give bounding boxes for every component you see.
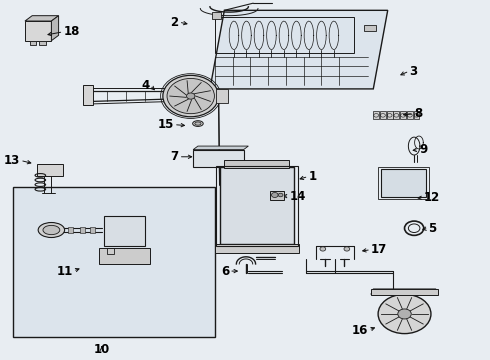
- Bar: [364, 24, 376, 31]
- Bar: [25, 21, 51, 41]
- Bar: [212, 12, 221, 18]
- Text: 10: 10: [94, 343, 110, 356]
- Polygon shape: [193, 146, 248, 150]
- Circle shape: [187, 93, 195, 99]
- Polygon shape: [210, 10, 388, 89]
- Bar: [99, 248, 150, 264]
- Bar: [381, 169, 426, 197]
- Text: 5: 5: [429, 222, 437, 235]
- Bar: [224, 160, 289, 168]
- Circle shape: [271, 193, 278, 198]
- Bar: [107, 248, 114, 253]
- Ellipse shape: [195, 122, 201, 125]
- Polygon shape: [51, 16, 59, 41]
- Bar: [216, 89, 228, 103]
- Text: 6: 6: [221, 265, 229, 278]
- Bar: [378, 167, 429, 199]
- Text: 14: 14: [289, 190, 306, 203]
- Bar: [216, 166, 298, 246]
- Text: 16: 16: [352, 324, 368, 337]
- Text: 17: 17: [371, 243, 387, 256]
- Bar: [270, 191, 284, 200]
- Bar: [37, 164, 63, 176]
- Circle shape: [278, 193, 283, 197]
- Ellipse shape: [193, 121, 203, 126]
- Bar: [400, 111, 406, 119]
- Bar: [393, 111, 399, 119]
- Text: 3: 3: [409, 64, 417, 77]
- Bar: [104, 216, 145, 246]
- Text: 13: 13: [4, 154, 20, 167]
- Text: 4: 4: [142, 79, 150, 92]
- Bar: [215, 18, 354, 53]
- Bar: [80, 227, 85, 233]
- Bar: [373, 111, 379, 119]
- Bar: [83, 85, 93, 105]
- Text: 11: 11: [57, 265, 73, 278]
- Bar: [414, 111, 419, 119]
- Bar: [90, 227, 95, 233]
- Text: 7: 7: [171, 150, 179, 163]
- Text: 1: 1: [308, 170, 317, 183]
- Bar: [30, 41, 36, 45]
- Bar: [193, 150, 244, 167]
- Text: 18: 18: [63, 25, 80, 38]
- Bar: [68, 227, 73, 233]
- Bar: [39, 41, 46, 45]
- Bar: [380, 111, 386, 119]
- Circle shape: [320, 247, 326, 251]
- Text: 12: 12: [424, 192, 440, 204]
- Bar: [13, 187, 215, 337]
- Circle shape: [344, 247, 350, 251]
- Circle shape: [378, 294, 431, 334]
- Bar: [387, 111, 392, 119]
- Circle shape: [167, 78, 215, 114]
- Bar: [371, 289, 438, 296]
- Circle shape: [163, 75, 219, 117]
- Ellipse shape: [43, 225, 60, 235]
- Text: 8: 8: [414, 107, 422, 120]
- Polygon shape: [371, 289, 438, 294]
- Polygon shape: [25, 16, 59, 21]
- Bar: [220, 167, 294, 244]
- Bar: [215, 244, 299, 253]
- Text: 9: 9: [419, 143, 427, 156]
- Circle shape: [398, 309, 411, 319]
- Text: 15: 15: [157, 118, 174, 131]
- Ellipse shape: [38, 222, 65, 238]
- Text: 2: 2: [171, 15, 179, 28]
- Bar: [407, 111, 413, 119]
